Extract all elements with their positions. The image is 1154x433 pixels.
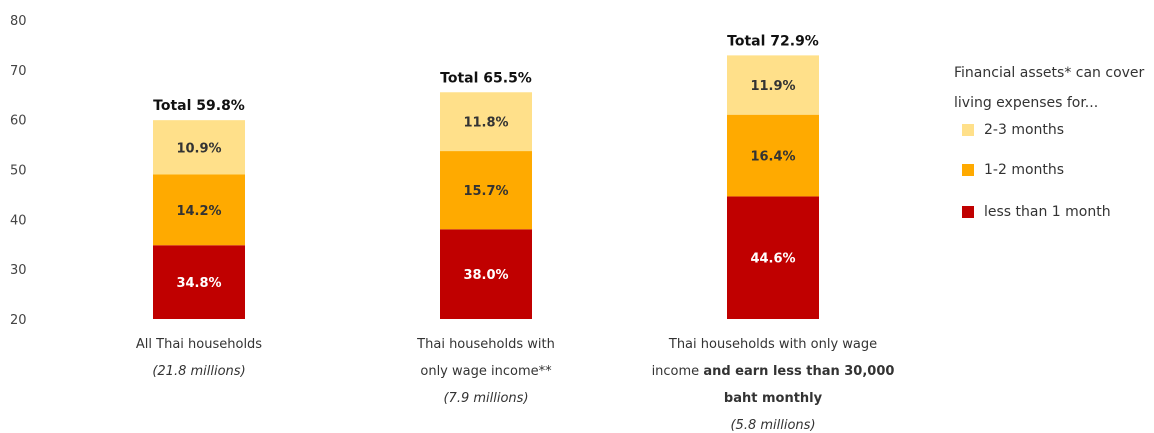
x-category-label: baht monthly (724, 391, 823, 406)
bar-segment (440, 151, 532, 230)
data-label: 11.9% (750, 79, 795, 94)
data-label: 14.2% (176, 204, 221, 219)
y-tick-label: 70 (10, 64, 27, 79)
x-category-label-segment: (5.8 millions) (730, 418, 815, 433)
bar-segment (440, 92, 532, 152)
bar-segment (153, 120, 245, 175)
x-category-label-segment: and earn less than 30,000 (703, 364, 894, 379)
x-category-label-segment: Thai households with only wage (668, 337, 877, 352)
legend-title-line-1: Financial assets* can cover (954, 65, 1145, 81)
x-category-label: (7.9 millions) (443, 391, 528, 406)
total-label: Total 72.9% (727, 33, 819, 49)
data-label: 15.7% (463, 184, 508, 199)
y-tick-label: 50 (10, 164, 27, 179)
legend-item-less-than-1-month: less than 1 month (962, 202, 1111, 222)
legend-swatch-less-than-1-month (962, 206, 974, 218)
total-label: Total 59.8% (153, 98, 245, 114)
x-category-label-segment: baht monthly (724, 391, 823, 406)
data-label: 38.0% (463, 268, 508, 283)
bar-segment (727, 114, 819, 197)
legend-item-2-3-months: 2-3 months (962, 120, 1064, 140)
bar-segment (440, 229, 532, 319)
legend-label-1-2-months: 1-2 months (984, 162, 1065, 178)
x-category-label-segment: income (652, 364, 704, 379)
x-category-label: Thai households with only wage (668, 337, 877, 352)
bar-segment (153, 174, 245, 246)
legend-label-2-3-months: 2-3 months (984, 122, 1065, 138)
y-tick-label: 30 (10, 263, 27, 278)
x-category-label: only wage income** (420, 364, 552, 379)
x-category-label-segment: only wage income** (420, 364, 552, 379)
legend-title-line-2: living expenses for... (954, 95, 1099, 111)
x-category-label: Thai households with (416, 337, 555, 352)
x-category-label-segment: All Thai households (136, 337, 262, 352)
x-category-label-segment: Thai households with (416, 337, 555, 352)
bar-segment (727, 196, 819, 319)
x-category-label: (5.8 millions) (730, 418, 815, 433)
x-category-label-segment: (7.9 millions) (443, 391, 528, 406)
data-label: 44.6% (750, 252, 795, 267)
y-tick-label: 20 (10, 313, 27, 328)
y-tick-label: 80 (10, 14, 27, 29)
data-label: 11.8% (463, 116, 508, 131)
data-label: 16.4% (750, 150, 795, 165)
x-category-label: All Thai households (136, 337, 262, 352)
bar-segment (727, 55, 819, 115)
y-tick-label: 60 (10, 114, 27, 129)
x-category-label: (21.8 millions) (152, 364, 245, 379)
data-label: 34.8% (176, 276, 221, 291)
total-label: Total 65.5% (440, 70, 532, 86)
x-category-label: income and earn less than 30,000 (652, 364, 895, 379)
y-tick-label: 40 (10, 213, 27, 228)
legend-swatch-2-3-months (962, 124, 974, 136)
legend-item-1-2-months: 1-2 months (962, 160, 1064, 180)
x-category-label-segment: (21.8 millions) (152, 364, 245, 379)
legend: Financial assets* can cover living expen… (954, 58, 1154, 220)
bar-segment (153, 245, 245, 319)
data-label: 10.9% (176, 141, 221, 156)
legend-label-less-than-1-month: less than 1 month (984, 204, 1111, 220)
legend-swatch-1-2-months (962, 164, 974, 176)
